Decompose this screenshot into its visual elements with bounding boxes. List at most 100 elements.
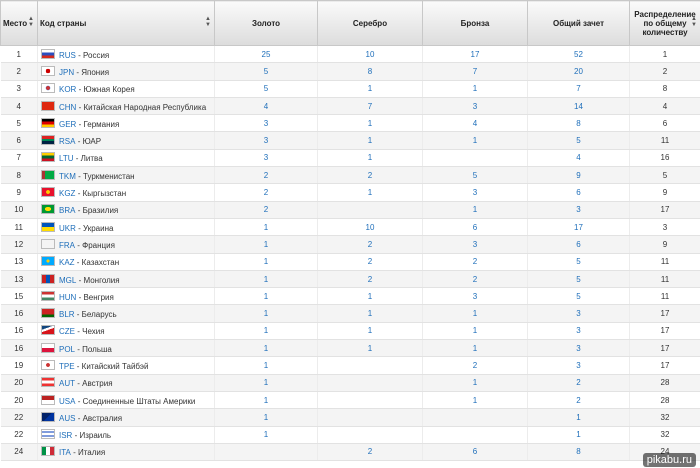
country-name: - Украина (78, 223, 114, 233)
country-code[interactable]: AUT (59, 379, 75, 389)
flag (41, 221, 55, 232)
silver-empty (317, 426, 423, 444)
country-code[interactable]: TPE (59, 361, 75, 371)
country-code[interactable]: KAZ (59, 258, 75, 268)
rank: 17 (629, 304, 700, 323)
table-row: 9 KGZ - Кыргызстан 2 1 3 6 9 (0, 183, 700, 202)
header-row: Место ▲ ▼ Код страны ▲ ▼ Золото Серебро Бронза Об… (0, 0, 700, 46)
country-code[interactable]: MGL (59, 275, 77, 285)
silver-empty (317, 391, 423, 410)
flag (41, 273, 55, 284)
country-code[interactable]: CHN (59, 102, 77, 112)
table-row: 13 MGL - Монголия 1 2 2 5 11 (0, 270, 700, 289)
silver: 1 (317, 304, 423, 323)
column-header[interactable]: Серебро (317, 0, 423, 46)
column-header[interactable]: Общий зачет (527, 0, 630, 46)
sort-arrows: ▲ ▼ (28, 16, 34, 28)
country-code[interactable]: POL (59, 344, 76, 354)
country: JPN - Япония (37, 62, 215, 81)
total: 1 (527, 408, 630, 427)
bronze: 1 (422, 391, 528, 410)
country-code[interactable]: RSA (59, 137, 76, 147)
country: RUS - Россия (37, 45, 215, 64)
total: 2 (527, 374, 630, 392)
total: 5 (527, 253, 630, 271)
country-code[interactable]: TKM (59, 171, 76, 181)
gold: 1 (214, 374, 318, 392)
place: 3 (0, 80, 38, 98)
total: 14 (527, 97, 630, 116)
flag (41, 394, 55, 405)
country-code[interactable]: RUS (59, 50, 76, 60)
country-code[interactable]: JPN (59, 67, 75, 77)
country-name: - Китайская Народная Республика (78, 102, 207, 112)
flag (41, 256, 55, 267)
column-header[interactable]: Код страны ▲ ▼ (37, 0, 215, 46)
country: MGL - Монголия (37, 270, 215, 289)
place: 6 (0, 131, 38, 150)
silver: 1 (317, 80, 423, 98)
country-code[interactable]: BRA (59, 206, 76, 216)
country-code[interactable]: KGZ (59, 189, 76, 199)
bronze: 4 (422, 114, 528, 133)
place: 22 (0, 408, 38, 427)
country-code[interactable]: ITA (59, 448, 71, 458)
country: UKR - Украина (37, 218, 215, 237)
column-header[interactable]: Распределение по общему количеству ▲ ▼ (629, 0, 700, 46)
gold: 3 (214, 114, 318, 133)
total: 1 (527, 426, 630, 444)
flag (41, 342, 55, 353)
place: 13 (0, 253, 38, 271)
country-code[interactable]: CZE (59, 327, 75, 337)
rank: 2 (629, 62, 700, 81)
country-code[interactable]: KOR (59, 85, 77, 95)
country-name: - Венгрия (78, 292, 114, 302)
rank: 16 (629, 149, 700, 168)
country-code[interactable]: FRA (59, 240, 75, 250)
table-row: 22 AUS - Австралия 1 1 32 (0, 408, 700, 427)
country: POL - Польша (37, 339, 215, 358)
country: HUN - Венгрия (37, 287, 215, 306)
rank: 9 (629, 183, 700, 202)
country-name: - Кыргызстан (77, 189, 127, 199)
sort-arrows: ▲ ▼ (205, 16, 211, 28)
watermark: pikabu.ru (642, 453, 696, 467)
gold: 1 (214, 426, 318, 444)
silver: 1 (317, 149, 423, 168)
bronze: 3 (422, 235, 528, 254)
country-code[interactable]: ISR (59, 431, 73, 441)
place: 20 (0, 391, 38, 410)
country-code[interactable]: BLR (59, 310, 75, 320)
flag (41, 290, 55, 301)
country-name: - Австрия (77, 379, 113, 389)
gold: 25 (214, 45, 318, 64)
gold: 1 (214, 322, 318, 341)
place: 4 (0, 97, 38, 116)
column-header[interactable]: Место ▲ ▼ (0, 0, 38, 46)
column-header[interactable]: Бронза (422, 0, 528, 46)
silver: 2 (317, 443, 423, 462)
country-code[interactable]: UKR (59, 223, 76, 233)
country: ITA - Италия (37, 443, 215, 462)
gold: 1 (214, 235, 318, 254)
flag (41, 411, 55, 422)
gold: 1 (214, 270, 318, 289)
place: 11 (0, 218, 38, 237)
place: 9 (0, 183, 38, 202)
country-code[interactable]: GER (59, 119, 77, 129)
country-code[interactable]: USA (59, 396, 76, 406)
country-name: - ЮАР (77, 137, 102, 147)
country-code[interactable]: HUN (59, 292, 77, 302)
flag (41, 429, 55, 440)
gold: 4 (214, 97, 318, 116)
rank: 11 (629, 270, 700, 289)
column-header[interactable]: Золото (214, 0, 318, 46)
rank: 28 (629, 391, 700, 410)
table-row: 2 JPN - Япония 5 8 7 20 2 (0, 62, 700, 81)
flag (41, 65, 55, 76)
country-code[interactable]: AUS (59, 413, 76, 423)
country-code[interactable]: LTU (59, 154, 74, 164)
flag (41, 377, 55, 388)
rank: 4 (629, 97, 700, 116)
place: 16 (0, 304, 38, 323)
